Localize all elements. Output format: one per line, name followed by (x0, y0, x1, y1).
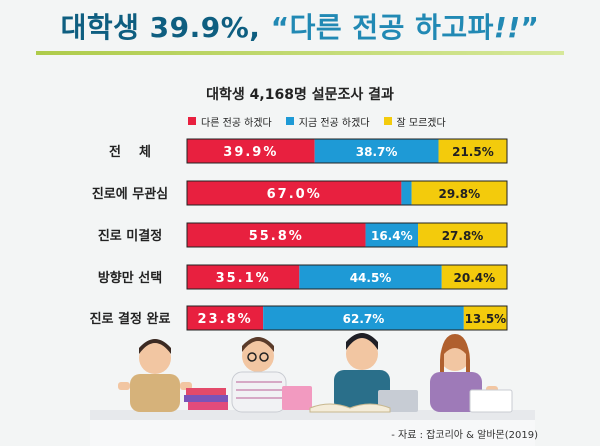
bar-outline (186, 305, 508, 331)
bar-segment-current-major (365, 223, 419, 247)
data-label-current-major: 44.5% (350, 271, 392, 285)
category-label: 전 체 (109, 144, 151, 160)
legend-label-other-major: 다른 전공 하겠다 (201, 117, 272, 129)
bar-segment-other-major (187, 306, 264, 330)
data-label-current-major: 16.4% (371, 229, 413, 243)
legend-swatch-other-major (188, 117, 196, 125)
bar-segment-other-major (187, 139, 315, 163)
data-label-unsure: 21.5% (452, 145, 494, 159)
headline-quote-close: ” (520, 11, 540, 44)
headline-quote-text: “다른 전공 하고파 (270, 11, 494, 44)
data-label-unsure: 29.8% (438, 187, 480, 201)
legend-swatch-current-major (285, 117, 294, 125)
bar-segment-other-major (187, 181, 402, 205)
bar-segment-unsure (411, 181, 507, 205)
chart-legend: 다른 전공 하겠다 지금 전공 하겠다 잘 모르겠다 (188, 113, 508, 129)
bar-segment-unsure (441, 265, 507, 289)
bar-segment-other-major (187, 223, 366, 247)
bar-outline (186, 222, 508, 248)
bar-segment-current-major (401, 181, 412, 205)
data-label-other-major: 35.1% (216, 271, 271, 286)
data-label-unsure: 27.8% (442, 229, 484, 243)
source-note: - 자료 : 잡코리아 & 알바몬(2019) (391, 430, 538, 441)
legend-item-current-major: 지금 전공 하겠다 (285, 114, 370, 129)
chart-title: 대학생 4,168명 설문조사 결과 (206, 87, 394, 103)
legend-item-unsure: 잘 모르겠다 (383, 114, 446, 129)
headline-emphasis: !! (493, 11, 521, 44)
data-label-unsure: 20.4% (454, 271, 496, 285)
category-label: 진로 결정 완료 (90, 311, 171, 327)
data-label-other-major: 39.9% (223, 145, 278, 160)
data-label-current-major: 38.7% (356, 145, 398, 159)
legend-swatch-unsure (383, 117, 392, 125)
students-illustration (90, 333, 535, 446)
data-label-current-major: 62.7% (343, 312, 385, 326)
bar-segment-other-major (187, 265, 300, 289)
bar-segment-unsure (463, 306, 507, 330)
headline-main: 대학생 39.9%, (60, 11, 261, 44)
title-underline (36, 51, 564, 55)
legend-label-current-major: 지금 전공 하겠다 (298, 117, 370, 129)
bar-segment-current-major (314, 139, 439, 163)
data-label-other-major: 23.8% (198, 312, 253, 327)
bar-segment-current-major (263, 306, 464, 330)
legend-item-other-major: 다른 전공 하겠다 (188, 114, 272, 129)
bar-outline (186, 138, 508, 164)
bar-outline (186, 180, 508, 206)
category-label: 진로에 무관심 (92, 186, 168, 202)
category-label: 방향만 선택 (98, 270, 162, 286)
legend-label-unsure: 잘 모르겠다 (396, 117, 446, 129)
category-label: 진로 미결정 (98, 228, 162, 244)
bar-segment-current-major (299, 265, 442, 289)
data-label-other-major: 55.8% (249, 229, 304, 244)
headline-quote: “다른 전공 하고파!!” (271, 11, 540, 44)
bar-segment-unsure (438, 139, 508, 163)
data-label-other-major: 67.0% (267, 187, 322, 202)
data-label-unsure: 13.5% (465, 312, 507, 326)
bar-segment-unsure (418, 223, 507, 247)
bar-outline (186, 264, 508, 290)
headline: 대학생 39.9%, “다른 전공 하고파!!” (0, 6, 600, 46)
